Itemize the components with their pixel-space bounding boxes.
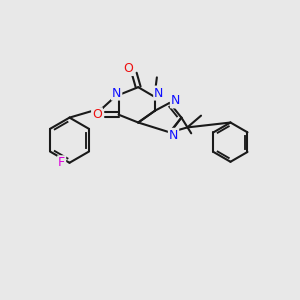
Text: F: F [58, 156, 65, 169]
Text: N: N [169, 129, 178, 142]
Text: N: N [112, 87, 121, 100]
Text: N: N [171, 94, 180, 107]
Text: O: O [92, 108, 102, 121]
Text: O: O [124, 62, 133, 75]
Text: N: N [154, 87, 164, 100]
